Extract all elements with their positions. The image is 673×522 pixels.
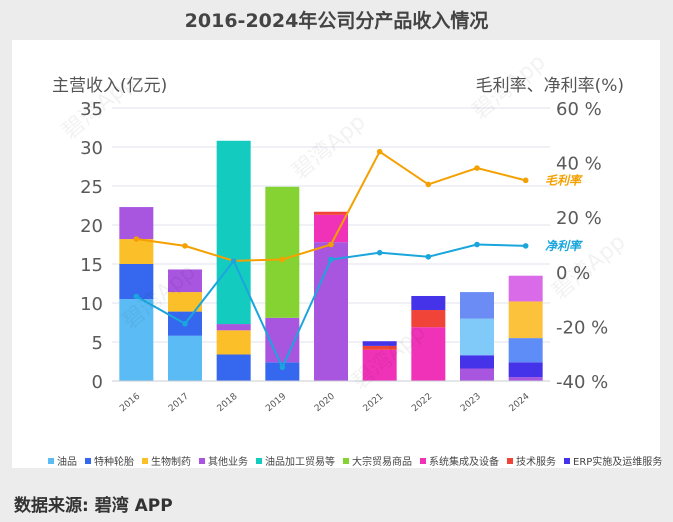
x-tick-label: 2016 bbox=[118, 391, 142, 414]
legend-label: 油品 bbox=[57, 455, 77, 468]
bar-segment bbox=[168, 335, 202, 381]
legend-swatch bbox=[343, 458, 349, 464]
x-tick-label: 2017 bbox=[167, 392, 191, 414]
line-point bbox=[474, 165, 480, 171]
bar-segment bbox=[362, 341, 397, 346]
y2-axis-label: 毛利率、净利率(%) bbox=[476, 76, 624, 96]
x-tick-label: 2018 bbox=[216, 391, 240, 414]
line-point bbox=[376, 249, 383, 256]
bar-segment bbox=[119, 299, 154, 381]
legend-label: 特种轮胎 bbox=[94, 455, 134, 468]
bar-segment bbox=[508, 338, 543, 363]
bar-segment bbox=[508, 275, 543, 302]
bar-segment bbox=[216, 140, 251, 325]
y-tick-label: 15 bbox=[80, 255, 103, 276]
bar-segment bbox=[411, 327, 446, 381]
x-tick-label: 2021 bbox=[362, 392, 386, 414]
x-tick-label: 2024 bbox=[508, 391, 532, 414]
y-axis-label: 主营收入(亿元) bbox=[52, 76, 167, 96]
bar-segment bbox=[508, 301, 543, 339]
line-point bbox=[425, 253, 432, 260]
bar-segment bbox=[362, 349, 397, 381]
line-point bbox=[522, 243, 529, 249]
bar-segment bbox=[362, 345, 397, 350]
x-tick-label: 2019 bbox=[264, 391, 288, 414]
data-source: 数据来源: 碧湾 APP bbox=[14, 496, 173, 516]
y2-tick-label: -20 % bbox=[556, 317, 608, 338]
chart-title: 2016-2024年公司分产品收入情况 bbox=[184, 10, 489, 32]
legend-swatch bbox=[256, 458, 262, 464]
line-point bbox=[230, 258, 237, 264]
line-point bbox=[328, 241, 334, 248]
y2-tick-label: 40 % bbox=[556, 154, 602, 175]
x-tick-label: 2022 bbox=[410, 392, 434, 414]
legend-swatch bbox=[48, 458, 54, 464]
bar-segment bbox=[168, 292, 202, 312]
legend-swatch bbox=[507, 458, 513, 464]
line-label: 毛利率 bbox=[545, 173, 583, 187]
y-tick-label: 35 bbox=[80, 99, 103, 120]
y-tick-label: 25 bbox=[80, 177, 103, 198]
y2-tick-label: 60 % bbox=[556, 99, 602, 120]
bar-segment bbox=[460, 355, 494, 369]
bar-segment bbox=[411, 295, 446, 311]
bar-segment bbox=[119, 207, 154, 240]
y2-tick-label: 0 % bbox=[556, 263, 590, 284]
bar-segment bbox=[216, 354, 251, 381]
bar-segment bbox=[168, 269, 202, 293]
line-point bbox=[425, 181, 432, 188]
line-point bbox=[474, 241, 480, 248]
line-point bbox=[328, 256, 334, 263]
line-point bbox=[133, 236, 140, 242]
legend-swatch bbox=[85, 458, 91, 464]
bar-segment bbox=[216, 330, 251, 355]
y-tick-label: 5 bbox=[92, 333, 103, 354]
line-point bbox=[522, 177, 529, 184]
bar-segment bbox=[314, 242, 348, 381]
legend-swatch bbox=[142, 458, 148, 464]
bar-segment bbox=[265, 186, 300, 318]
line-point bbox=[279, 256, 286, 263]
legend-label: 技术服务 bbox=[516, 455, 556, 468]
legend-label: 大宗贸易商品 bbox=[352, 455, 412, 468]
legend-swatch bbox=[199, 458, 205, 464]
bar-segment bbox=[314, 211, 348, 215]
y2-tick-label: 20 % bbox=[556, 208, 602, 229]
y-tick-label: 20 bbox=[80, 216, 103, 237]
line-point bbox=[133, 293, 140, 300]
bar-segment bbox=[460, 292, 494, 319]
bar-segment bbox=[119, 264, 154, 300]
legend-swatch bbox=[420, 458, 426, 464]
line-point bbox=[182, 243, 188, 249]
x-tick-label: 2020 bbox=[313, 391, 337, 414]
bar-segment bbox=[460, 368, 494, 381]
bar-segment bbox=[314, 214, 348, 243]
x-tick-label: 2023 bbox=[459, 392, 483, 414]
y-tick-label: 30 bbox=[80, 138, 103, 159]
y2-tick-label: -40 % bbox=[556, 372, 608, 393]
y-tick-label: 0 bbox=[92, 372, 103, 393]
bar-segment bbox=[411, 310, 446, 328]
legend-label: 油品加工贸易等 bbox=[265, 455, 335, 468]
line-label: 净利率 bbox=[545, 239, 583, 253]
legend-label: 生物制药 bbox=[151, 455, 191, 468]
legend-label: 其他业务 bbox=[208, 455, 248, 468]
legend-label: ERP实施及运维服务 bbox=[573, 455, 662, 468]
bar-segment bbox=[265, 362, 300, 381]
bar-segment bbox=[508, 362, 543, 378]
bar-segment bbox=[460, 318, 494, 356]
line-point bbox=[279, 364, 286, 371]
line-point bbox=[376, 148, 383, 155]
legend-swatch bbox=[564, 458, 570, 464]
y-tick-label: 10 bbox=[80, 294, 103, 315]
bar-segment bbox=[508, 377, 543, 381]
legend-label: 系统集成及设备 bbox=[429, 455, 499, 468]
bar-segment bbox=[119, 239, 154, 264]
bar-segment bbox=[216, 324, 251, 331]
line-point bbox=[182, 320, 188, 327]
